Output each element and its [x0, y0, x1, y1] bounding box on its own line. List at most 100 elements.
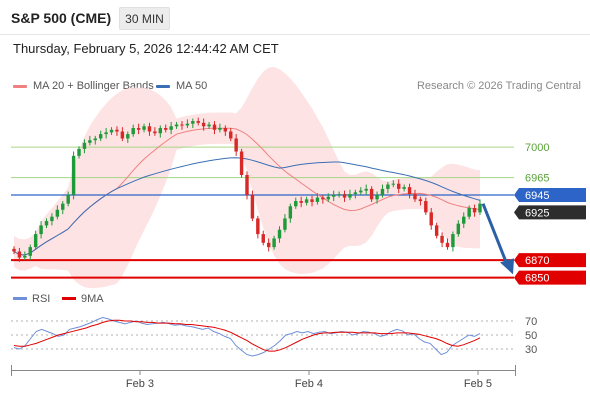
candle-27: [158, 125, 163, 138]
candle-body: [147, 126, 152, 132]
candle-37: [212, 121, 217, 135]
candle-45: [256, 215, 260, 239]
bollinger-band: [14, 67, 480, 289]
level-tag-6925: 6925: [514, 205, 586, 220]
candle-body: [326, 196, 330, 200]
candle-44: [250, 190, 255, 222]
candle-67: [375, 191, 379, 204]
bollinger-band-layer: [14, 67, 480, 289]
candle-10: [66, 191, 70, 207]
candle-35: [201, 118, 206, 131]
candle-83: [462, 212, 466, 229]
level-tag-bg: [514, 253, 586, 268]
candle-body: [71, 155, 76, 195]
candle-body: [126, 134, 130, 139]
level-label-6945: 6945: [525, 190, 549, 202]
candle-body: [337, 194, 341, 196]
candle-7: [50, 213, 54, 226]
candle-56: [315, 193, 320, 205]
candle-body: [158, 128, 163, 134]
candle-body: [218, 128, 222, 130]
candle-body: [272, 238, 276, 248]
forecast-arrow-shaft: [481, 203, 509, 265]
candle-18: [109, 127, 114, 135]
level-tag-bg: [514, 205, 586, 220]
candle-19: [115, 126, 119, 136]
candle-11: [71, 151, 76, 200]
candle-body: [315, 197, 320, 202]
candle-46: [261, 230, 265, 246]
candle-84: [467, 205, 471, 220]
time-axis: Feb 3 Feb 4 Feb 5: [11, 365, 516, 390]
rsi-tick-70: 70: [525, 316, 537, 328]
candle-54: [304, 196, 309, 206]
candle-body: [88, 140, 92, 143]
candle-16: [98, 130, 103, 142]
candle-82: [456, 220, 461, 237]
candle-body: [185, 123, 190, 126]
moving-averages-layer: [13, 127, 481, 256]
candle-body: [239, 151, 244, 175]
candle-32: [185, 119, 190, 129]
candle-79: [440, 232, 444, 248]
candle-body: [359, 190, 363, 193]
price-labels-layer: 7000 6965 6945 6925 6870 6850: [514, 142, 586, 285]
candle-50: [283, 214, 287, 233]
rsi-tick-50: 50: [525, 330, 537, 342]
candle-body: [261, 234, 265, 243]
candle-29: [169, 121, 173, 135]
candle-41: [234, 134, 238, 156]
candle-body: [17, 251, 22, 258]
candle-body: [82, 142, 87, 149]
candle-49: [277, 226, 282, 243]
candle-30: [174, 121, 179, 129]
legend-bollinger-label: MA 20 + Bollinger Bands: [33, 80, 154, 92]
candle-24: [142, 123, 146, 133]
candle-body: [451, 234, 455, 248]
level-tag-bg: [514, 270, 586, 285]
candle-8: [55, 205, 60, 220]
candle-body: [250, 194, 255, 219]
candle-body: [207, 124, 211, 127]
candle-body: [180, 124, 184, 126]
candle-22: [131, 124, 135, 137]
x-tick-label-2: Feb 5: [464, 378, 492, 390]
candle-77: [429, 208, 433, 230]
candle-3: [28, 244, 32, 261]
candle-33: [191, 118, 195, 129]
level-tag-bg: [514, 187, 586, 202]
legend-ma50: MA 50: [156, 80, 207, 92]
candle-14: [88, 135, 92, 146]
legend-ma50-label: MA 50: [176, 80, 208, 92]
candle-51: [288, 203, 293, 223]
rsi-legend-label: RSI: [32, 293, 50, 305]
candle-body: [380, 188, 385, 195]
candle-body: [142, 126, 146, 130]
level-label-7000: 7000: [525, 142, 549, 154]
timeframe-button[interactable]: 30 MIN: [119, 7, 170, 30]
candle-62: [348, 189, 352, 201]
level-label-6870: 6870: [525, 255, 549, 267]
rsi-line: [13, 316, 481, 357]
candle-69: [386, 181, 390, 194]
candle-body: [407, 187, 412, 195]
candle-body: [234, 138, 238, 152]
candle-body: [413, 194, 417, 200]
candle-57: [321, 194, 325, 204]
candle-body: [429, 212, 433, 226]
candle-body: [136, 128, 141, 130]
candle-body: [66, 194, 70, 204]
candle-0: [12, 246, 16, 255]
candle-body: [424, 201, 428, 213]
candle-21: [126, 131, 130, 143]
candle-body: [196, 121, 200, 123]
candle-23: [136, 123, 141, 135]
header: S&P 500 (CME) 30 MIN: [0, 0, 590, 34]
candle-body: [353, 192, 358, 195]
candle-body: [364, 188, 368, 191]
candle-body: [131, 128, 135, 135]
timestamp: Thursday, February 5, 2026 12:44:42 AM C…: [13, 41, 279, 56]
level-label-6925: 6925: [525, 207, 549, 219]
candle-34: [196, 117, 200, 126]
